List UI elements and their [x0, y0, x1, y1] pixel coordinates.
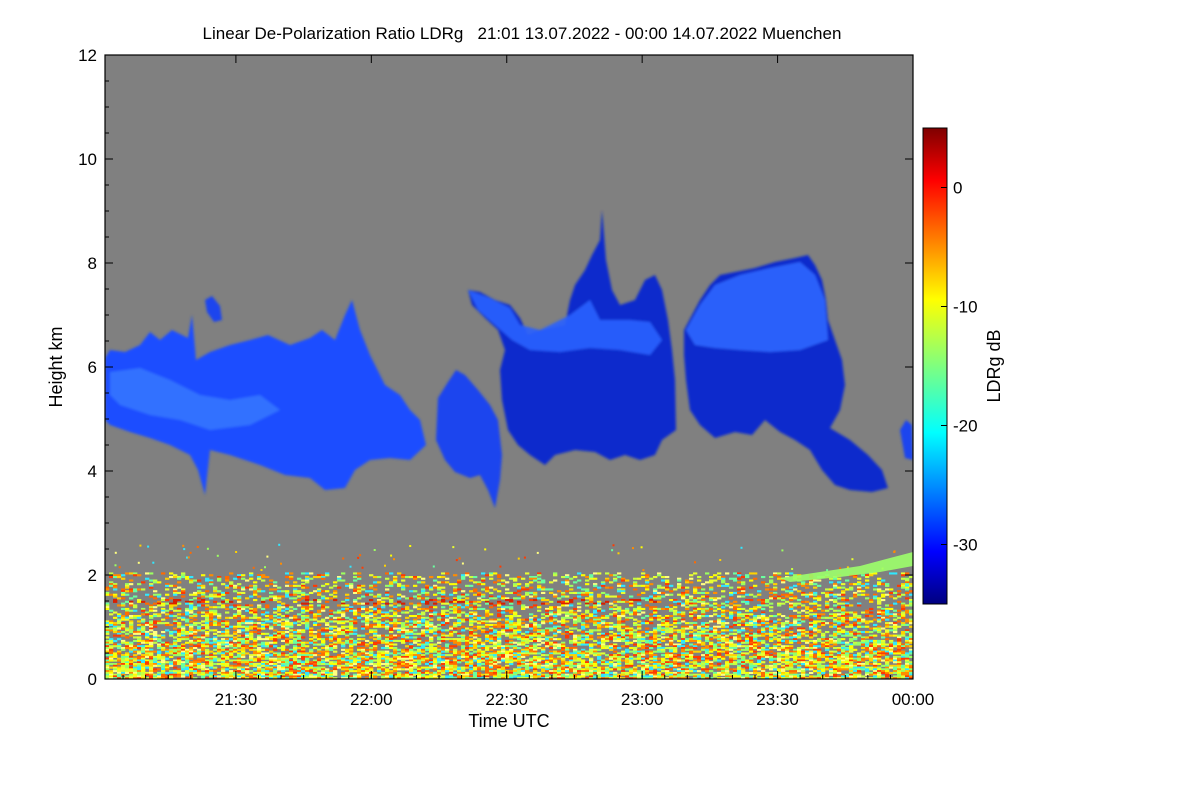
cirrus-4-top [686, 262, 828, 352]
y-tick-label: 6 [88, 358, 97, 377]
y-tick-label: 8 [88, 254, 97, 273]
x-tick-label: 22:30 [485, 690, 528, 709]
x-tick-label: 21:30 [215, 690, 258, 709]
x-tick-label: 22:00 [350, 690, 393, 709]
cloud-layer [105, 210, 913, 508]
x-tick-label: 00:00 [892, 690, 935, 709]
x-axis-label: Time UTC [468, 711, 549, 731]
cloud-fragment [205, 296, 222, 322]
x-axis-ticks: 21:30 22:00 22:30 23:00 23:30 00:00 [122, 55, 935, 709]
x-tick-label: 23:00 [621, 690, 664, 709]
x-tick-label: 23:30 [756, 690, 799, 709]
boundary-layer [105, 543, 913, 679]
cloud-edge-right [900, 420, 913, 460]
colorbar-label: LDRg dB [984, 329, 1004, 402]
chart-title: Linear De-Polarization Ratio LDRg 21:01 … [203, 24, 842, 43]
y-tick-label: 12 [78, 46, 97, 65]
aerosol-streak [780, 552, 913, 582]
y-axis-ticks: 0 2 4 6 8 10 12 [78, 46, 913, 689]
cirrus-band-1 [105, 300, 426, 495]
cloud-2 [436, 370, 502, 508]
colorbar-tick-label: -10 [953, 298, 978, 317]
colorbar [922, 127, 948, 605]
y-tick-label: 0 [88, 670, 97, 689]
y-tick-label: 4 [88, 462, 97, 481]
colorbar-tick-label: -30 [953, 536, 978, 555]
colorbar-tick-label: 0 [953, 179, 962, 198]
y-tick-label: 2 [88, 566, 97, 585]
y-axis-label: Height km [46, 326, 66, 407]
y-tick-label: 10 [78, 150, 97, 169]
cirrus-band-1-highlight [110, 368, 280, 430]
cirrus-3-top [468, 290, 662, 355]
colorbar-tick-label: -20 [953, 417, 978, 436]
colorbar-ticks: 0 -10 -20 -30 [941, 179, 978, 555]
